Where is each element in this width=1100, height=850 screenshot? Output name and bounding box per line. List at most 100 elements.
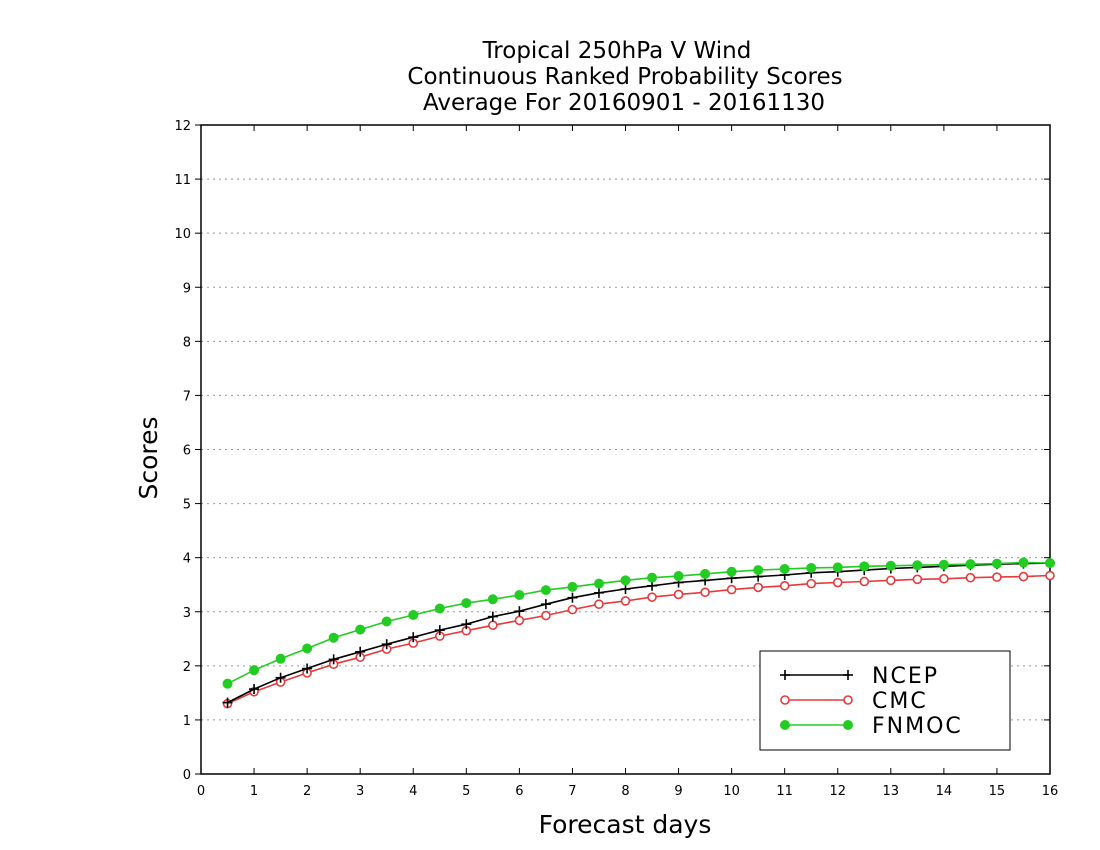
y-tick-label: 1 xyxy=(183,714,191,729)
legend-marker-ncep xyxy=(780,670,790,680)
fnmoc-data-point xyxy=(222,678,233,689)
y-axis-label: Scores xyxy=(134,416,163,499)
ncep-data-point xyxy=(593,587,604,598)
cmc-data-point xyxy=(514,615,525,626)
cmc-data-point xyxy=(859,576,870,587)
fnmoc-data-point xyxy=(700,568,711,579)
ncep-data-point xyxy=(620,584,631,595)
fnmoc-data-point xyxy=(249,665,260,676)
cmc-data-point xyxy=(779,580,790,591)
legend-marker-cmc xyxy=(843,695,853,705)
cmc-data-point xyxy=(753,582,763,593)
ncep-data-point xyxy=(275,672,286,683)
cmc-data-point xyxy=(992,572,1002,582)
y-tick-label: 6 xyxy=(183,444,191,459)
ncep-data-point xyxy=(408,632,419,643)
fnmoc-data-point xyxy=(461,598,472,609)
x-tick-label: 5 xyxy=(462,784,470,799)
x-tick-label: 11 xyxy=(776,784,793,799)
x-tick-label: 7 xyxy=(568,784,576,799)
y-tick-label: 9 xyxy=(183,281,191,296)
cmc-data-point xyxy=(1045,570,1055,581)
fnmoc-data-point xyxy=(620,575,631,586)
legend-label-cmc: CMC xyxy=(872,689,928,714)
legend-marker-ncep xyxy=(843,670,853,680)
cmc-data-point xyxy=(700,587,710,598)
chart-title: Tropical 250hPa V Wind Continuous Ranked… xyxy=(407,38,842,116)
fnmoc-data-point xyxy=(753,565,764,576)
ncep-data-point xyxy=(514,606,525,617)
x-tick-label: 14 xyxy=(936,784,953,799)
cmc-data-point xyxy=(912,574,923,585)
fnmoc-data-point xyxy=(408,609,419,620)
fnmoc-data-point xyxy=(1018,557,1029,568)
x-tick-label: 8 xyxy=(621,784,629,799)
fnmoc-data-point xyxy=(540,585,551,596)
y-tick-label: 12 xyxy=(174,119,191,134)
legend-marker-fnmoc xyxy=(780,720,790,730)
ncep-data-point xyxy=(328,654,339,665)
cmc-data-point xyxy=(594,599,604,609)
ncep-data-point xyxy=(355,646,366,657)
title-line-3: Average For 20160901 - 20161130 xyxy=(423,90,825,116)
y-tick-label: 3 xyxy=(183,606,191,621)
ncep-data-point xyxy=(381,639,392,650)
x-tick-label: 10 xyxy=(723,784,740,799)
fnmoc-data-point xyxy=(938,559,949,570)
cmc-data-point xyxy=(541,610,551,621)
cmc-data-point xyxy=(939,573,949,584)
cmc-data-point xyxy=(647,592,657,602)
fnmoc-data-point xyxy=(726,566,737,577)
ncep-data-point xyxy=(487,611,498,622)
fnmoc-data-point xyxy=(275,653,286,664)
x-tick-label: 0 xyxy=(197,784,205,799)
fnmoc-data-point xyxy=(673,571,684,582)
x-tick-label: 12 xyxy=(829,784,846,799)
fnmoc-data-point xyxy=(832,562,843,573)
fnmoc-data-point xyxy=(328,632,339,643)
ncep-data-point xyxy=(249,684,260,695)
x-tick-label: 9 xyxy=(674,784,682,799)
cmc-data-point xyxy=(673,589,684,600)
cmc-data-point xyxy=(886,575,896,586)
fnmoc-data-point xyxy=(434,603,445,614)
y-tick-label: 11 xyxy=(174,173,191,188)
y-tick-label: 10 xyxy=(174,227,191,242)
y-tick-label: 0 xyxy=(183,768,191,783)
x-tick-label: 1 xyxy=(250,784,258,799)
ncep-data-point xyxy=(222,697,233,708)
gridlines xyxy=(201,178,1050,721)
fnmoc-data-point xyxy=(806,562,817,573)
fnmoc-data-point xyxy=(647,572,658,583)
ncep-data-point xyxy=(540,599,551,610)
cmc-data-point xyxy=(567,604,578,615)
x-tick-label: 3 xyxy=(356,784,364,799)
cmc-data-point xyxy=(832,577,843,588)
x-tick-label: 13 xyxy=(883,784,900,799)
cmc-data-point xyxy=(726,584,737,595)
y-tick-label: 4 xyxy=(183,552,191,567)
ncep-data-point xyxy=(302,663,313,674)
ncep-data-point xyxy=(434,625,445,636)
legend-marker-fnmoc xyxy=(843,720,853,730)
fnmoc-data-point xyxy=(381,616,392,627)
fnmoc-data-point xyxy=(779,564,790,575)
ncep-data-point xyxy=(567,592,578,603)
cmc-data-point xyxy=(488,620,498,631)
x-tick-label: 16 xyxy=(1042,784,1059,799)
x-tick-label: 15 xyxy=(989,784,1006,799)
title-line-1: Tropical 250hPa V Wind xyxy=(482,38,752,64)
x-tick-label: 4 xyxy=(409,784,417,799)
fnmoc-data-point xyxy=(514,589,525,600)
fnmoc-data-point xyxy=(965,559,976,570)
fnmoc-data-point xyxy=(1045,558,1055,569)
legend-label-ncep: NCEP xyxy=(872,664,939,689)
fnmoc-data-point xyxy=(487,594,498,605)
fnmoc-data-point xyxy=(302,643,313,654)
x-axis-label: Forecast days xyxy=(539,810,712,839)
fnmoc-data-point xyxy=(912,560,923,571)
x-tick-label: 2 xyxy=(303,784,311,799)
fnmoc-data-point xyxy=(885,560,896,571)
